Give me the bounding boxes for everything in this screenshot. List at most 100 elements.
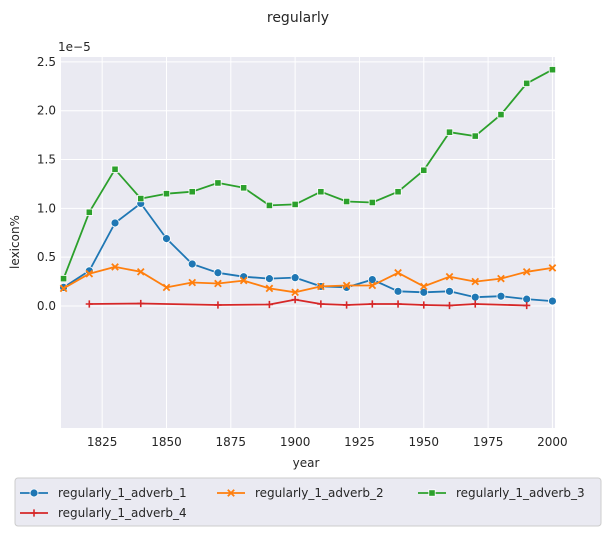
data-point (317, 300, 325, 308)
data-point (291, 296, 299, 304)
data-point (290, 273, 300, 283)
x-axis-label: year (293, 456, 320, 470)
data-point (470, 292, 480, 302)
data-point (291, 200, 299, 209)
series-4 (85, 296, 531, 310)
data-point (394, 268, 402, 277)
data-point (445, 286, 454, 296)
data-point (317, 282, 325, 291)
data-point (368, 198, 376, 207)
legend-entry-4: regularly_1_adverb_4 (20, 506, 187, 520)
data-point (213, 268, 223, 278)
y-tick-label: 1.0 (37, 201, 56, 215)
data-point (523, 301, 531, 310)
data-point (394, 300, 402, 308)
data-point (85, 269, 94, 278)
data-point (265, 274, 274, 284)
plot-area (61, 57, 555, 428)
y-tick-labels: 0.0 0.5 1.0 1.5 2.0 2.5 (37, 55, 56, 313)
data-point (136, 267, 145, 276)
y-tick-label: 2.0 (37, 104, 56, 118)
data-point (420, 166, 428, 174)
series-3 (59, 66, 557, 283)
data-point (162, 234, 171, 243)
chart-title: regularly (267, 10, 329, 26)
data-point (111, 263, 119, 271)
x-tick-label: 1900 (280, 435, 311, 449)
data-point (265, 201, 274, 209)
data-point (59, 284, 68, 293)
data-point (522, 267, 531, 276)
data-point (394, 188, 402, 196)
data-point (317, 188, 325, 196)
data-point (368, 300, 376, 308)
data-point (342, 301, 351, 309)
y-axis-label: lexicon% (8, 215, 22, 269)
legend-entry-3: regularly_1_adverb_3 (418, 486, 585, 500)
data-point (548, 66, 557, 74)
data-point (111, 165, 119, 173)
data-point (445, 128, 454, 136)
y-tick-label: 0.0 (37, 299, 56, 313)
data-point (420, 301, 428, 309)
data-point (240, 184, 248, 192)
data-point (188, 188, 196, 196)
data-point (523, 79, 531, 87)
legend-marker (428, 489, 436, 497)
data-point (187, 259, 197, 269)
series-2 (59, 263, 557, 297)
data-point (471, 300, 479, 308)
legend: regularly_1_adverb_1 regularly_1_adverb_2… (14, 477, 602, 527)
y-tick-label: 2.5 (37, 55, 56, 69)
data-point (496, 291, 506, 301)
data-point (162, 190, 171, 198)
data-point (445, 272, 454, 281)
data-point (162, 283, 171, 292)
y-exponent-label: 1e−5 (58, 40, 91, 54)
x-tick-labels: 1825 1850 1875 1900 1925 1950 1975 2000 (87, 435, 568, 449)
legend-entry-1: regularly_1_adverb_1 (20, 486, 187, 500)
data-point (548, 264, 557, 272)
x-tick-label: 1875 (216, 435, 247, 449)
legend-label: regularly_1_adverb_1 (58, 486, 187, 500)
legend-marker (29, 488, 39, 498)
data-point (419, 287, 429, 297)
data-point (368, 281, 377, 290)
data-point (342, 197, 351, 206)
legend-label: regularly_1_adverb_2 (255, 486, 384, 500)
data-point (85, 300, 93, 308)
series-layer (59, 66, 557, 310)
data-point (471, 277, 480, 286)
legend-marker (227, 489, 235, 497)
data-point (265, 284, 274, 293)
x-tick-label: 1975 (473, 435, 504, 449)
data-point (548, 296, 557, 306)
x-tick-label: 1850 (151, 435, 182, 449)
data-point (85, 208, 93, 216)
y-tick-label: 1.5 (37, 153, 56, 167)
series-line (63, 202, 553, 302)
data-point (445, 301, 454, 310)
legend-entry-2: regularly_1_adverb_2 (217, 486, 384, 500)
legend-label: regularly_1_adverb_4 (58, 506, 187, 520)
data-point (497, 111, 505, 119)
x-tick-label: 1825 (87, 435, 118, 449)
x-tick-label: 1925 (344, 435, 375, 449)
data-point (393, 286, 403, 296)
data-point (471, 132, 479, 140)
x-tick-label: 2000 (537, 435, 568, 449)
data-point (214, 179, 222, 187)
data-point (110, 218, 120, 228)
x-tick-label: 1950 (409, 435, 440, 449)
data-point (59, 275, 68, 283)
series-line (63, 266, 553, 294)
legend-label: regularly_1_adverb_3 (456, 486, 585, 500)
data-point (342, 281, 351, 290)
data-point (137, 194, 145, 203)
data-point (265, 300, 274, 309)
legend-marker (30, 509, 38, 517)
data-point (419, 282, 428, 291)
data-point (497, 274, 505, 283)
data-point (188, 278, 197, 287)
